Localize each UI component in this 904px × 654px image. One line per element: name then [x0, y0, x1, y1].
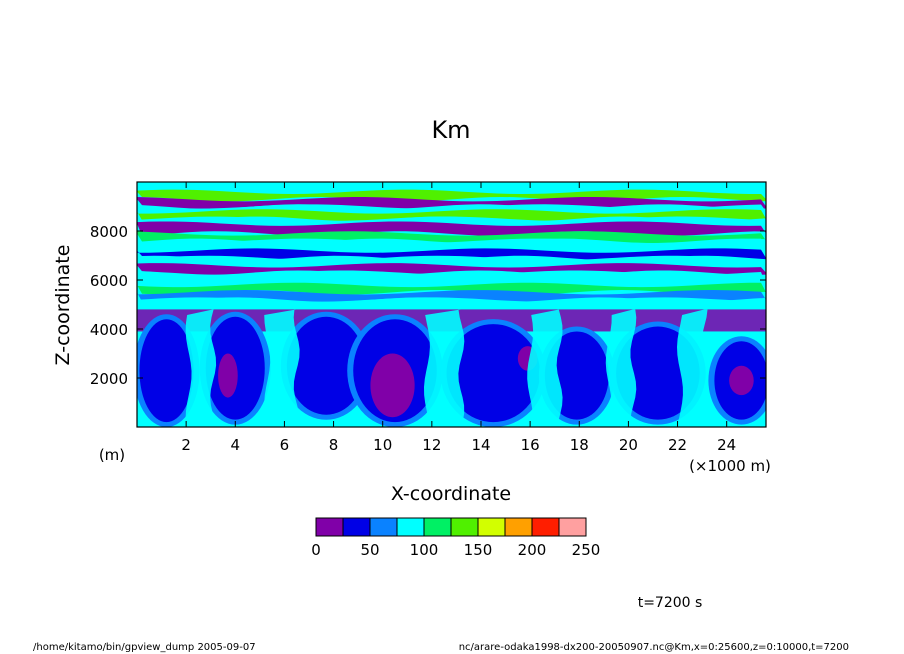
colorbar-swatch [315, 517, 344, 537]
x-tick-label: 12 [422, 436, 441, 454]
band-7 [137, 238, 766, 253]
y-axis-label: Z-coordinate [52, 245, 74, 366]
y-tick-label: 2000 [90, 370, 128, 388]
colorbar-label: 250 [572, 541, 601, 559]
colorbar-swatch [342, 517, 371, 537]
cell-8 [370, 353, 415, 418]
colorbar-label: 50 [360, 541, 379, 559]
plume-3 [527, 309, 563, 427]
plume-0 [185, 309, 217, 427]
y-tick-label: 6000 [90, 272, 128, 290]
plume-5 [677, 309, 708, 427]
colorbar-label: 200 [518, 541, 547, 559]
y-axis-ticks: 2000 4000 6000 8000 [90, 223, 766, 388]
time-label: t=7200 s [638, 595, 703, 611]
x-tick-label: 14 [471, 436, 490, 454]
y-tick-label: 4000 [90, 321, 128, 339]
x-tick-label: 8 [329, 436, 339, 454]
y-unit-label: (m) [99, 446, 125, 464]
band-2 [137, 204, 766, 214]
x-tick-label: 22 [668, 436, 687, 454]
band-3 [137, 209, 766, 221]
x-axis-label: X-coordinate [391, 483, 511, 505]
band-4 [137, 216, 766, 226]
cell-0 [139, 319, 194, 423]
colorbar-swatch [531, 517, 560, 537]
y-tick-label: 8000 [90, 223, 128, 241]
cell-11 [729, 365, 754, 396]
x-tick-label: 4 [231, 436, 241, 454]
x-tick-label: 10 [373, 436, 392, 454]
x-tick-label: 16 [521, 436, 540, 454]
band-8 [137, 248, 766, 261]
footer-right-note: nc/arare-odaka1998-dx200-20050907.nc@Km,… [459, 642, 849, 653]
plot-area [137, 182, 766, 427]
plume-4 [605, 309, 637, 427]
x-tick-label: 2 [181, 436, 191, 454]
colorbar-swatch [396, 517, 425, 537]
colorbar-swatch [558, 517, 587, 537]
band-14 [137, 297, 766, 312]
colorbar-swatch [504, 517, 533, 537]
band-12 [137, 282, 766, 295]
x-axis-ticks: 2 4 6 8 10 12 14 16 18 20 22 24 [181, 182, 736, 454]
plume-1 [264, 309, 300, 427]
cell-9 [218, 353, 238, 398]
x-unit-label: (×1000 m) [689, 457, 771, 475]
band-13 [137, 290, 766, 302]
footer-left-note: /home/kitamo/bin/gpview_dump 2005-09-07 [33, 642, 256, 653]
plot-frame [136, 181, 767, 428]
colorbar-swatch [423, 517, 452, 537]
x-tick-label: 6 [280, 436, 290, 454]
x-tick-label: 18 [570, 436, 589, 454]
x-tick-label: 20 [619, 436, 638, 454]
band-1 [137, 196, 766, 209]
cell-2 [286, 316, 366, 415]
cell-4 [446, 324, 540, 423]
colorbar-label: 0 [311, 541, 321, 559]
colorbar: 0 50 100 150 200 250 [311, 517, 601, 559]
colorbar-swatch [450, 517, 479, 537]
x-tick-label: 24 [717, 436, 736, 454]
colorbar-label: 100 [410, 541, 439, 559]
colorbar-swatch [369, 517, 398, 537]
colorbar-label: 150 [464, 541, 493, 559]
plume-2 [423, 309, 465, 427]
chart-title: Km [431, 116, 470, 144]
colorbar-swatch [477, 517, 506, 537]
